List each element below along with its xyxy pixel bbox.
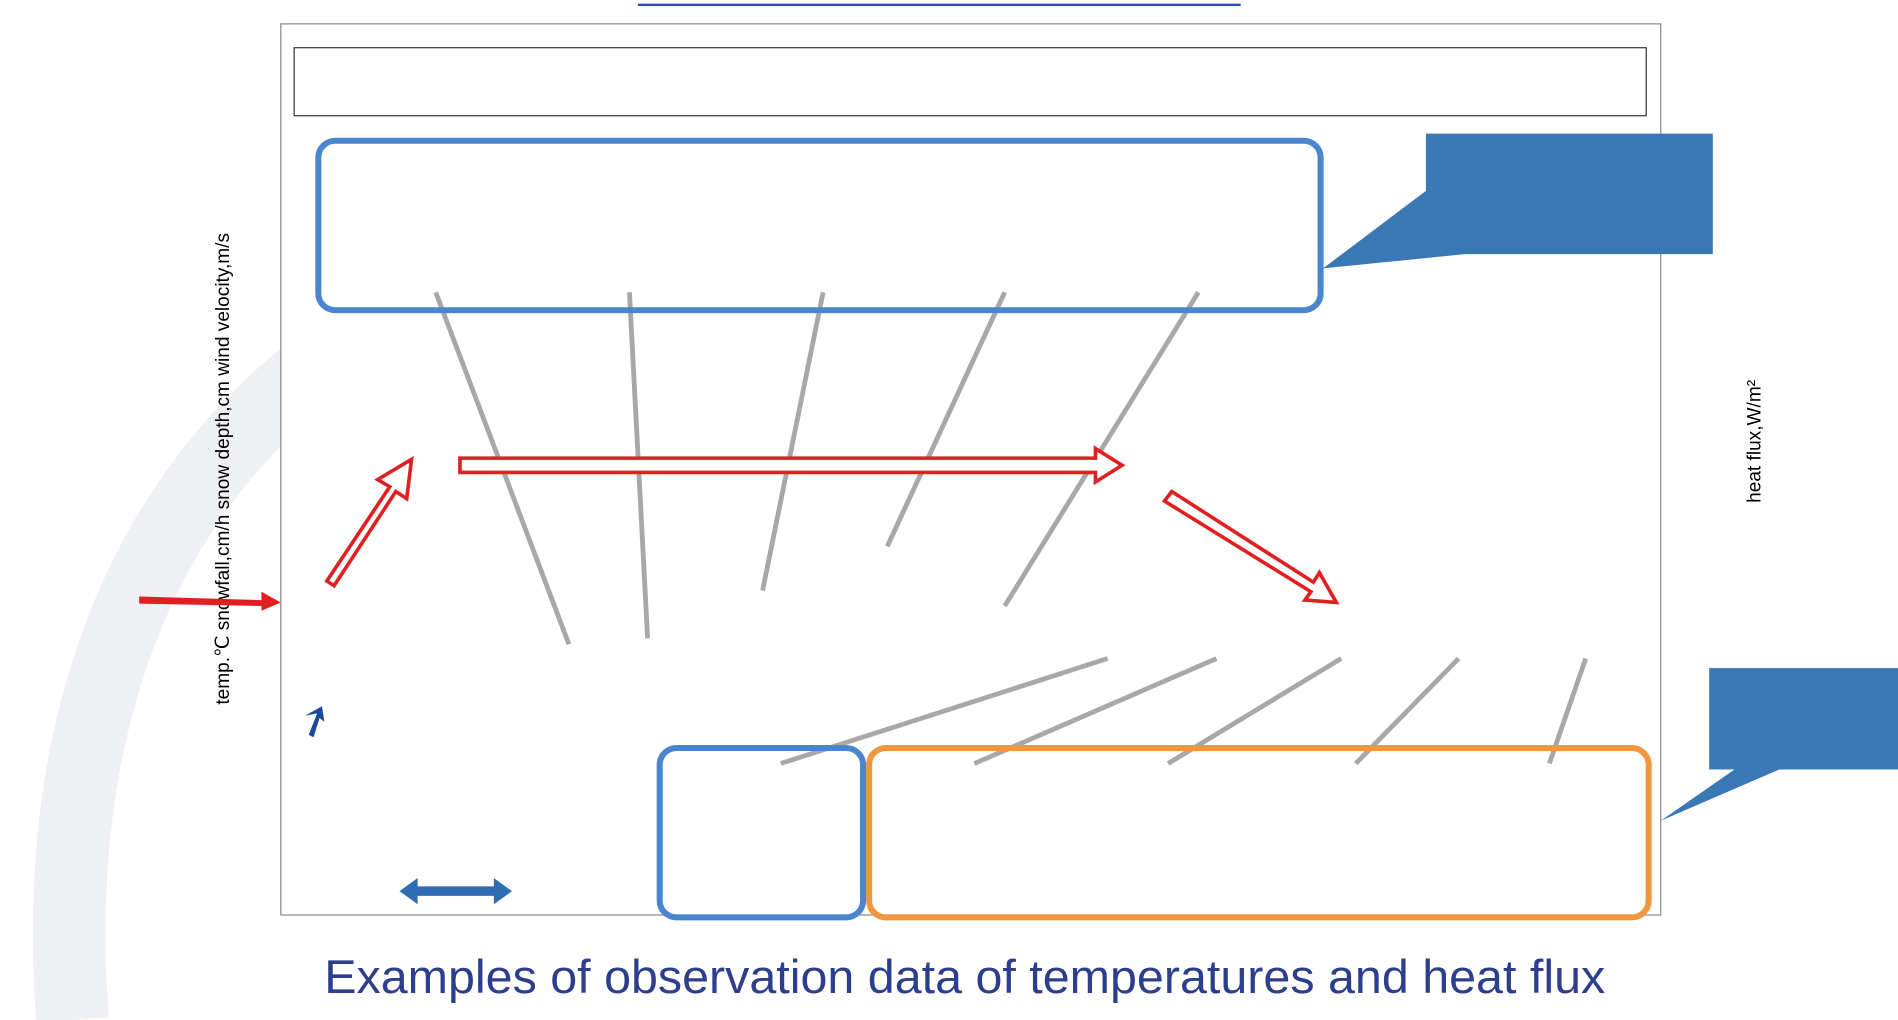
y2-axis-label: heat flux,W/m² xyxy=(1744,379,1765,503)
y-axis-label: temp.℃ snowfall,cm/h snow depth,cm wind … xyxy=(213,233,234,705)
legend xyxy=(294,48,1646,116)
caption: Examples of observation data of temperat… xyxy=(324,951,1605,1005)
chart: temp.℃ snowfall,cm/h snow depth,cm wind … xyxy=(0,0,1898,1020)
page: temp.℃ snowfall,cm/h snow depth,cm wind … xyxy=(0,0,1898,1020)
